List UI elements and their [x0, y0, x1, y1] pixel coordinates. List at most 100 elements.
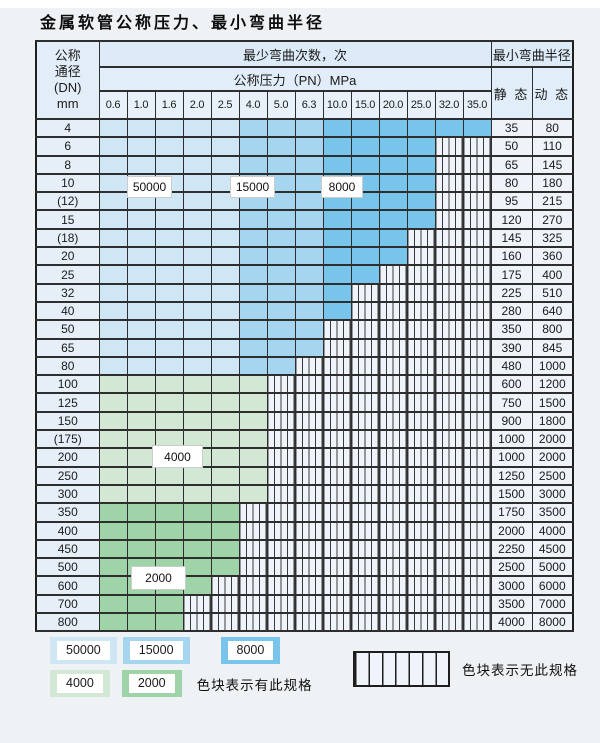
static-radius-cell: 280: [490, 300, 533, 322]
spec-cell: [294, 282, 324, 303]
dynamic-radius-cell: 7000: [531, 593, 574, 615]
no-spec-cell: [434, 429, 464, 450]
no-spec-cell: [434, 447, 464, 468]
spec-cell: [210, 520, 240, 541]
legend-item-label: 8000: [227, 641, 274, 660]
no-spec-cell: [350, 538, 380, 560]
spec-cell: [182, 520, 212, 541]
dn-cell: 125: [35, 392, 100, 413]
pressure-col-header: 4.0: [238, 90, 268, 120]
spec-cell: [294, 136, 324, 157]
spec-cell: [126, 447, 156, 468]
spec-cell: [210, 246, 240, 267]
spec-cell: [266, 154, 296, 175]
no-spec-cell: [434, 502, 464, 523]
table-row: 150 900 1800: [35, 410, 574, 432]
spec-cell: [210, 264, 240, 285]
spec-cell: [350, 117, 380, 139]
no-spec-cell: [322, 557, 352, 578]
dn-cell: 300: [35, 483, 100, 505]
no-spec-cell: [378, 355, 408, 377]
no-spec-cell: [462, 575, 492, 596]
no-spec-cell: [266, 447, 296, 468]
spec-cell: [266, 355, 296, 377]
spec-cell: [154, 429, 184, 450]
spec-cell: [434, 117, 464, 139]
no-spec-cell: [378, 282, 408, 303]
spec-cell: [322, 227, 352, 249]
spec-cell: [378, 209, 408, 230]
no-spec-cell: [378, 502, 408, 523]
spec-cell: [154, 392, 184, 413]
dn-header: 公称 通径 (DN) mm: [35, 40, 100, 120]
no-spec-cell: [238, 520, 268, 541]
spec-table: 公称 通径 (DN) mm 最少弯曲次数，次 最小弯曲半径 公称压力（PN）MP…: [35, 40, 575, 633]
table-row: 4 35 80: [35, 117, 574, 139]
table-row: 6 50 110: [35, 136, 574, 157]
no-spec-cell: [406, 483, 436, 505]
radius-header: 最小弯曲半径: [490, 40, 574, 68]
spec-cell: [182, 410, 212, 432]
no-spec-cell: [294, 593, 324, 615]
legend-item-label: 15000: [129, 641, 183, 660]
static-radius-cell: 2500: [490, 557, 533, 578]
spec-cell: [98, 246, 128, 267]
spec-cell: [294, 191, 324, 212]
spec-cell: [154, 538, 184, 560]
spec-cell: [98, 575, 128, 596]
no-spec-cell: [238, 502, 268, 523]
static-radius-cell: 145: [490, 227, 533, 249]
spec-cell: [126, 392, 156, 413]
no-spec-cell: [406, 374, 436, 395]
table-row: 20 160 360: [35, 246, 574, 267]
no-spec-cell: [294, 575, 324, 596]
spec-cell: [322, 282, 352, 303]
spec-cell: [350, 136, 380, 157]
spec-cell: [98, 447, 128, 468]
spec-cell: [126, 465, 156, 486]
spec-cell: [406, 209, 436, 230]
cycle-count-label: 2000: [131, 566, 186, 590]
table-row: 400 2000 4000: [35, 520, 574, 541]
no-spec-cell: [378, 337, 408, 358]
legend-item-4000: 4000: [50, 670, 110, 697]
table-row: 65 390 845: [35, 337, 574, 358]
spec-cell: [182, 483, 212, 505]
no-spec-cell: [406, 392, 436, 413]
no-spec-cell: [294, 502, 324, 523]
legend-item-50000: 50000: [50, 637, 117, 664]
spec-cell: [266, 227, 296, 249]
spec-cell: [210, 117, 240, 139]
no-spec-cell: [322, 429, 352, 450]
static-radius-cell: 480: [490, 355, 533, 377]
dynamic-radius-cell: 110: [531, 136, 574, 157]
spec-cell: [98, 337, 128, 358]
spec-cell: [350, 246, 380, 267]
dn-cell: 80: [35, 355, 100, 377]
no-spec-cell: [294, 465, 324, 486]
spec-cell: [294, 300, 324, 322]
spec-cell: [238, 117, 268, 139]
dynamic-radius-cell: 845: [531, 337, 574, 358]
static-radius-cell: 1750: [490, 502, 533, 523]
static-radius-cell: 900: [490, 410, 533, 432]
dynamic-radius-cell: 510: [531, 282, 574, 303]
spec-cell: [238, 355, 268, 377]
no-spec-cell: [406, 410, 436, 432]
static-radius-cell: 1000: [490, 429, 533, 450]
spec-cell: [98, 483, 128, 505]
dn-cell: 25: [35, 264, 100, 285]
no-spec-cell: [406, 611, 436, 633]
static-radius-cell: 120: [490, 209, 533, 230]
no-spec-cell: [266, 374, 296, 395]
spec-cell: [294, 209, 324, 230]
spec-cell: [98, 538, 128, 560]
dynamic-radius-cell: 2500: [531, 465, 574, 486]
dn-cell: 250: [35, 465, 100, 486]
no-spec-cell: [434, 227, 464, 249]
dn-header-line: mm: [56, 96, 79, 111]
spec-cell: [182, 172, 212, 194]
spec-cell: [154, 355, 184, 377]
spec-cell: [154, 465, 184, 486]
spec-cell: [322, 209, 352, 230]
